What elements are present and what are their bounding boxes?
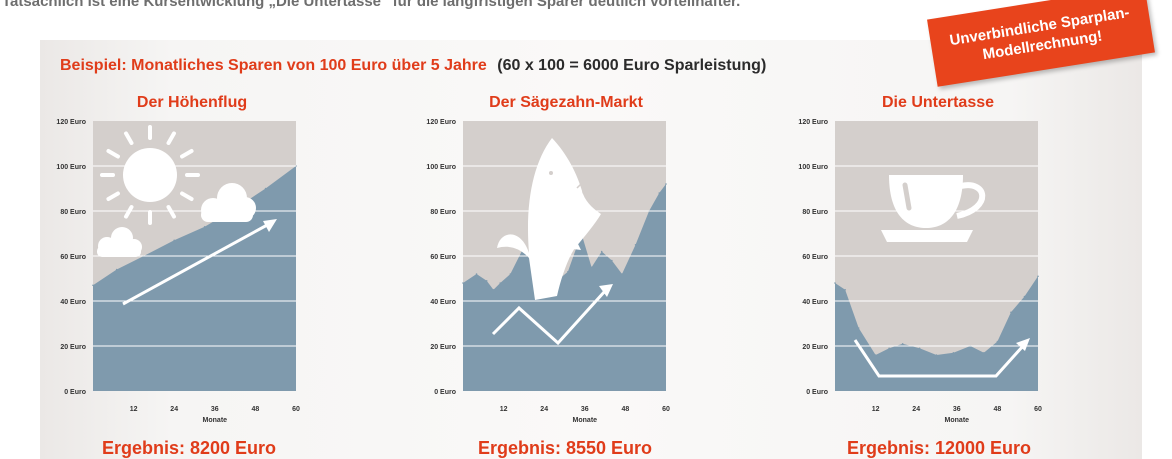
data-point [492, 288, 495, 291]
data-point [996, 340, 999, 343]
data-point [952, 351, 955, 354]
x-axis-label: Monate [203, 417, 228, 424]
y-tick-label: 80 Euro [60, 209, 86, 216]
x-axis-label: Monate [945, 417, 970, 424]
x-tick-label: 36 [953, 406, 961, 413]
x-tick-label: 24 [912, 406, 920, 413]
cloud-icon [97, 227, 142, 257]
data-point [590, 266, 593, 269]
x-axis-label: Monate [573, 417, 598, 424]
data-point [499, 282, 502, 284]
data-point [658, 192, 661, 194]
y-tick-label: 40 Euro [60, 299, 86, 306]
data-point [621, 273, 623, 275]
data-point [857, 327, 860, 329]
result-saegezahn: Ergebnis: 8550 Euro [477, 438, 653, 458]
data-point [665, 183, 667, 185]
data-point [834, 282, 836, 284]
data-point [173, 239, 175, 242]
data-point [264, 187, 267, 190]
data-point [888, 347, 890, 350]
series-area [835, 276, 1038, 391]
x-tick-label: 12 [130, 406, 138, 413]
u-arrow [853, 338, 1030, 378]
y-tick-label: 120 Euro [798, 119, 828, 126]
x-tick-label: 48 [622, 406, 630, 413]
x-tick-label: 60 [1034, 406, 1042, 413]
y-tick-label: 0 Euro [434, 389, 456, 396]
data-point [485, 279, 488, 282]
data-point [918, 347, 921, 350]
data-point [92, 284, 94, 287]
x-tick-label: 24 [540, 406, 548, 413]
data-point [1023, 295, 1026, 298]
series-area [463, 184, 666, 391]
x-tick-label: 36 [581, 406, 589, 413]
x-tick-label: 24 [170, 406, 178, 413]
x-tick-label: 48 [252, 406, 260, 413]
data-point [600, 250, 603, 253]
data-point [611, 259, 613, 262]
x-tick-label: 48 [994, 406, 1002, 413]
data-point [462, 282, 464, 284]
x-tick-label: 60 [292, 406, 300, 413]
x-tick-label: 36 [211, 406, 219, 413]
trend-up-arrow [122, 219, 277, 306]
y-tick-label: 80 Euro [430, 209, 456, 216]
data-point [874, 354, 877, 356]
cup-icon [881, 175, 986, 242]
shark-icon [497, 138, 601, 300]
y-tick-label: 0 Euro [806, 389, 828, 396]
data-point [634, 243, 637, 246]
chart-title-saegezahn: Der Sägezahn-Markt [489, 94, 643, 111]
y-tick-label: 120 Euro [56, 119, 86, 126]
data-point [509, 273, 512, 275]
y-tick-label: 60 Euro [60, 254, 86, 261]
headline-calculation: (60 x 100 = 6000 Euro Sparleistung) [497, 57, 767, 74]
chart-title-hoehenflug: Der Höhenflug [136, 94, 248, 111]
chart-title-untertasse: Die Untertasse [881, 94, 995, 111]
data-point [983, 351, 985, 354]
y-tick-label: 60 Euro [430, 254, 456, 261]
y-tick-label: 20 Euro [60, 344, 86, 351]
data-point [567, 270, 569, 273]
chart-hoehenflug: 0 Euro 20 Euro 40 Euro 60 Euro 80 Euro 100 Eu… [56, 119, 300, 424]
result-untertasse: Ergebnis: 12000 Euro [846, 438, 1032, 458]
data-point [844, 288, 846, 291]
y-tick-label: 100 Euro [798, 164, 828, 171]
y-tick-label: 0 Euro [64, 389, 86, 396]
y-tick-label: 120 Euro [426, 119, 456, 126]
cloud-icon [201, 183, 256, 222]
y-tick-label: 20 Euro [430, 344, 456, 351]
y-tick-label: 60 Euro [802, 254, 828, 261]
result-hoehenflug: Ergebnis: 8200 Euro [101, 438, 277, 458]
data-point [1010, 311, 1012, 314]
data-point [901, 342, 904, 345]
y-tick-label: 40 Euro [802, 299, 828, 306]
data-point [115, 268, 118, 271]
data-point [203, 225, 206, 228]
y-tick-label: 80 Euro [802, 209, 828, 216]
sun-icon [100, 125, 200, 225]
y-tick-label: 20 Euro [802, 344, 828, 351]
chart-untertasse: 0 Euro 20 Euro 40 Euro 60 Euro 80 Euro 100 Eu… [798, 119, 1042, 424]
x-tick-label: 12 [872, 406, 880, 413]
intro-text: Tatsächlich ist eine Kursentwicklung „Di… [2, 0, 741, 10]
x-tick-label: 60 [662, 406, 670, 413]
data-point [935, 354, 938, 356]
data-point [1037, 275, 1039, 278]
y-tick-label: 100 Euro [426, 164, 456, 171]
zigzag-arrow [491, 284, 613, 346]
x-tick-label: 12 [500, 406, 508, 413]
headline: Beispiel: Monatliches Sparen von 100 Eur… [60, 57, 766, 75]
data-point [475, 273, 478, 275]
y-tick-label: 100 Euro [56, 164, 86, 171]
y-tick-label: 40 Euro [430, 299, 456, 306]
headline-example: Beispiel: Monatliches Sparen von 100 Eur… [60, 57, 487, 74]
series-area [93, 166, 296, 391]
chart-saegezahn: 0 Euro 20 Euro 40 Euro 60 Euro 80 Euro 100 Eu… [426, 119, 670, 424]
